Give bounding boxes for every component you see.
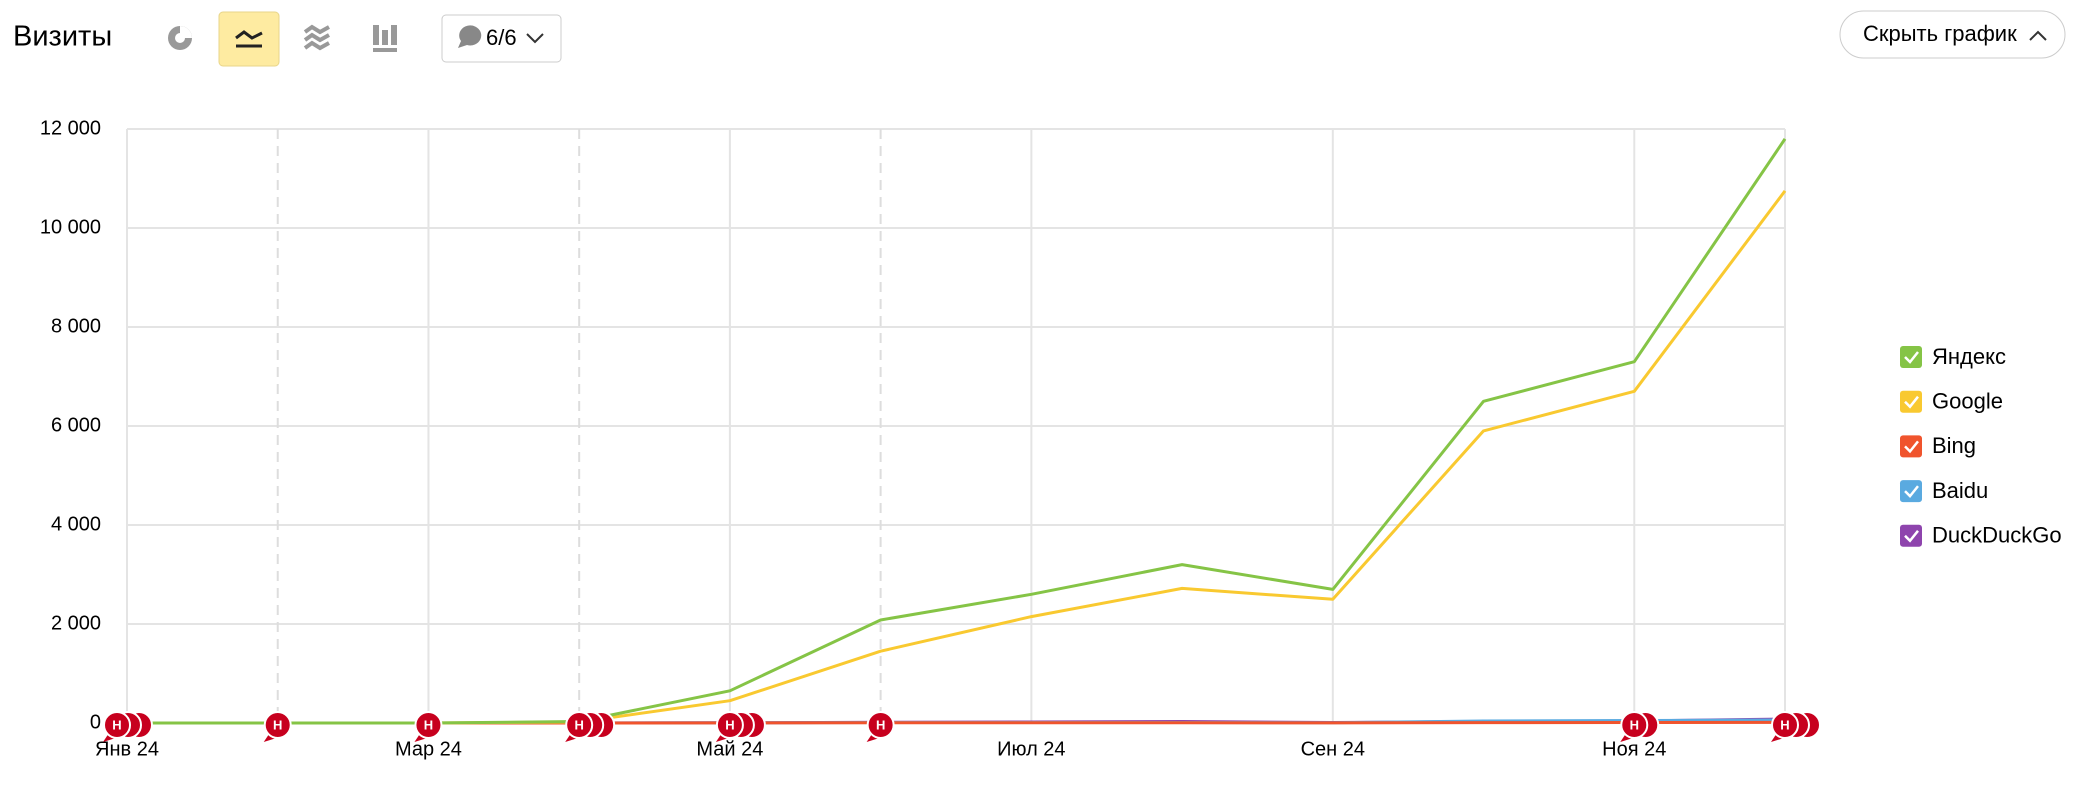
annotation-marker (866, 711, 895, 739)
legend-checkbox (1900, 480, 1922, 503)
legend-label: Bing (1932, 433, 1976, 458)
legend-item[interactable]: DuckDuckGo (1900, 523, 2062, 548)
legend-item[interactable]: Google (1900, 389, 2003, 414)
legend-check (1904, 440, 1919, 454)
chart-type-pie[interactable] (168, 26, 192, 50)
legend-check (1904, 530, 1919, 543)
y-tick-label: 6 000 (51, 414, 101, 436)
hide-chart-label: Скрыть график (1863, 21, 2017, 46)
annotation-marker (1620, 711, 1649, 739)
annotation-marker (263, 711, 292, 739)
annotation-marker (1771, 711, 1799, 739)
chart-type-area[interactable] (303, 24, 330, 51)
x-tick-label: Мар 24 (395, 738, 462, 760)
y-tick-label: 4 000 (51, 513, 101, 535)
x-tick-label: Янв 24 (95, 738, 159, 760)
filter-count: 6/6 (486, 25, 517, 50)
annotation-marker (103, 711, 131, 739)
legend-item[interactable]: Яндекс (1900, 344, 2006, 369)
legend-check (1904, 395, 1919, 409)
annotation-label: Н (273, 717, 282, 732)
series-line (127, 189, 1787, 725)
annotation-filter[interactable]: 6/6 (441, 14, 562, 63)
annotation-label: Н (1630, 717, 1639, 732)
y-tick-label: 8 000 (51, 315, 101, 337)
legend-label: Google (1932, 389, 2003, 414)
legend-item[interactable]: Bing (1900, 433, 1976, 458)
legend-item[interactable]: Baidu (1900, 478, 1988, 503)
legend-checkbox (1900, 390, 1922, 413)
y-tick-label: 10 000 (40, 216, 101, 238)
legend-check (1904, 351, 1919, 364)
legend-label: Baidu (1932, 478, 1988, 503)
annotation-marker (715, 711, 744, 739)
x-tick-label: Июл 24 (997, 738, 1065, 760)
x-tick-label: Сен 24 (1301, 738, 1365, 760)
legend-label: Яндекс (1932, 344, 2006, 369)
x-tick-label: Май 24 (696, 738, 763, 760)
legend-check (1904, 485, 1919, 498)
annotation-label: Н (112, 717, 121, 732)
annotation-label: Н (725, 717, 734, 732)
page-title: Визиты (13, 21, 112, 53)
chart-type-line[interactable] (218, 11, 280, 67)
y-tick-label: 0 (90, 711, 101, 733)
legend-checkbox (1900, 346, 1922, 368)
x-tick-label: Ноя 24 (1602, 738, 1666, 760)
y-tick-label: 12 000 (40, 117, 101, 139)
annotation-label: Н (876, 717, 885, 732)
chart-type-bar[interactable] (373, 25, 397, 52)
hide-chart-button[interactable]: Скрыть график (1839, 10, 2066, 59)
legend-label: DuckDuckGo (1932, 523, 2062, 548)
y-tick-label: 2 000 (51, 612, 101, 634)
annotation-label: Н (1780, 717, 1789, 732)
legend-checkbox (1900, 524, 1922, 547)
plot: 0 2 000 4 000 6 000 8 000 10 000 12 000 Янв 24 М… (40, 117, 1821, 760)
legend-checkbox (1900, 435, 1922, 458)
annotation-marker (414, 711, 443, 739)
annotation-label: Н (574, 717, 583, 732)
annotation-marker (565, 711, 594, 739)
annotation-label: Н (424, 717, 433, 732)
series-line (127, 138, 1787, 725)
